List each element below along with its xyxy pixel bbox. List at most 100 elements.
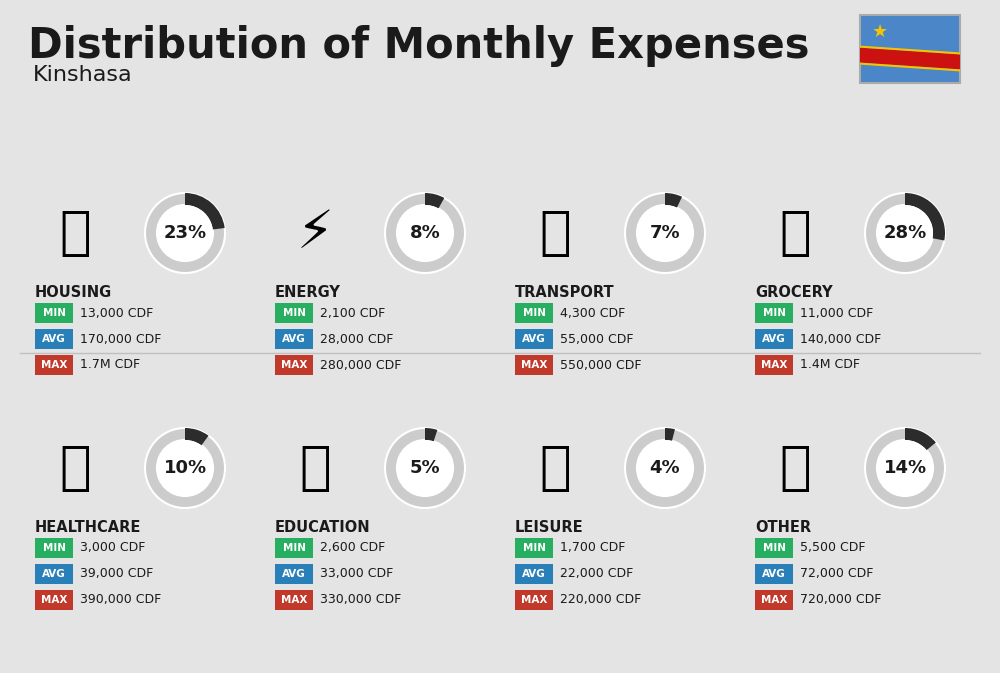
Wedge shape: [185, 428, 209, 446]
Text: GROCERY: GROCERY: [755, 285, 833, 300]
Circle shape: [637, 205, 693, 261]
Wedge shape: [865, 428, 945, 508]
Text: MIN: MIN: [283, 543, 306, 553]
Text: MIN: MIN: [283, 308, 306, 318]
Text: AVG: AVG: [282, 569, 306, 579]
Wedge shape: [425, 428, 437, 441]
Text: MAX: MAX: [521, 595, 547, 605]
Wedge shape: [625, 193, 705, 273]
Text: LEISURE: LEISURE: [515, 520, 584, 535]
FancyBboxPatch shape: [755, 303, 793, 323]
Text: 170,000 CDF: 170,000 CDF: [80, 332, 161, 345]
Text: 2,600 CDF: 2,600 CDF: [320, 542, 385, 555]
Text: MIN: MIN: [522, 543, 546, 553]
Text: AVG: AVG: [282, 334, 306, 344]
Wedge shape: [385, 428, 465, 508]
Wedge shape: [185, 193, 225, 229]
Text: Distribution of Monthly Expenses: Distribution of Monthly Expenses: [28, 25, 810, 67]
Text: Kinshasa: Kinshasa: [33, 65, 133, 85]
Text: 💰: 💰: [779, 442, 811, 494]
Text: ENERGY: ENERGY: [275, 285, 341, 300]
Text: MAX: MAX: [761, 595, 787, 605]
FancyBboxPatch shape: [515, 329, 553, 349]
Polygon shape: [420, 0, 780, 673]
Circle shape: [157, 440, 213, 496]
FancyBboxPatch shape: [515, 355, 553, 375]
Circle shape: [637, 440, 693, 496]
Circle shape: [877, 205, 933, 261]
FancyBboxPatch shape: [275, 303, 313, 323]
Text: ⚡: ⚡: [296, 207, 334, 259]
Text: ★: ★: [872, 23, 888, 41]
Text: 28,000 CDF: 28,000 CDF: [320, 332, 393, 345]
FancyBboxPatch shape: [755, 538, 793, 558]
Text: OTHER: OTHER: [755, 520, 811, 535]
Wedge shape: [865, 193, 945, 273]
Polygon shape: [30, 0, 390, 673]
Text: 4,300 CDF: 4,300 CDF: [560, 306, 625, 320]
Circle shape: [157, 205, 213, 261]
Polygon shape: [860, 63, 960, 71]
Text: 10%: 10%: [163, 459, 207, 477]
Text: AVG: AVG: [42, 569, 66, 579]
Text: 2,100 CDF: 2,100 CDF: [320, 306, 385, 320]
Text: 55,000 CDF: 55,000 CDF: [560, 332, 634, 345]
Text: AVG: AVG: [762, 569, 786, 579]
FancyBboxPatch shape: [515, 590, 553, 610]
Text: MAX: MAX: [761, 360, 787, 370]
Text: 390,000 CDF: 390,000 CDF: [80, 594, 161, 606]
Circle shape: [397, 205, 453, 261]
Wedge shape: [905, 428, 936, 450]
Text: AVG: AVG: [762, 334, 786, 344]
Text: 11,000 CDF: 11,000 CDF: [800, 306, 873, 320]
Text: EDUCATION: EDUCATION: [275, 520, 371, 535]
FancyBboxPatch shape: [755, 564, 793, 584]
Polygon shape: [0, 0, 130, 673]
FancyBboxPatch shape: [275, 329, 313, 349]
Wedge shape: [625, 428, 705, 508]
Text: 🎓: 🎓: [299, 442, 331, 494]
Text: 🛍: 🛍: [539, 442, 571, 494]
FancyBboxPatch shape: [275, 564, 313, 584]
Text: MAX: MAX: [41, 595, 67, 605]
Text: 🚌: 🚌: [539, 207, 571, 259]
Text: TRANSPORT: TRANSPORT: [515, 285, 615, 300]
FancyBboxPatch shape: [35, 564, 73, 584]
Text: 22,000 CDF: 22,000 CDF: [560, 567, 633, 581]
Text: MIN: MIN: [763, 308, 786, 318]
Text: 720,000 CDF: 720,000 CDF: [800, 594, 881, 606]
Text: MIN: MIN: [763, 543, 786, 553]
Polygon shape: [940, 0, 1000, 673]
Polygon shape: [810, 0, 1000, 673]
Wedge shape: [905, 193, 945, 240]
Wedge shape: [145, 193, 225, 273]
Text: 5,500 CDF: 5,500 CDF: [800, 542, 866, 555]
Text: 39,000 CDF: 39,000 CDF: [80, 567, 153, 581]
Text: MIN: MIN: [42, 308, 66, 318]
Text: 330,000 CDF: 330,000 CDF: [320, 594, 401, 606]
Wedge shape: [425, 193, 444, 209]
Text: 🛒: 🛒: [779, 207, 811, 259]
Text: 14%: 14%: [883, 459, 927, 477]
FancyBboxPatch shape: [755, 355, 793, 375]
Text: 72,000 CDF: 72,000 CDF: [800, 567, 873, 581]
Text: AVG: AVG: [42, 334, 66, 344]
Text: 23%: 23%: [163, 224, 207, 242]
Wedge shape: [665, 428, 675, 441]
Text: AVG: AVG: [522, 334, 546, 344]
Polygon shape: [860, 48, 960, 69]
FancyBboxPatch shape: [860, 15, 960, 83]
Text: 220,000 CDF: 220,000 CDF: [560, 594, 641, 606]
Text: AVG: AVG: [522, 569, 546, 579]
Text: 3,000 CDF: 3,000 CDF: [80, 542, 145, 555]
Text: MAX: MAX: [281, 595, 307, 605]
FancyBboxPatch shape: [35, 590, 73, 610]
FancyBboxPatch shape: [275, 590, 313, 610]
FancyBboxPatch shape: [755, 329, 793, 349]
FancyBboxPatch shape: [35, 538, 73, 558]
Text: 8%: 8%: [410, 224, 440, 242]
Polygon shape: [550, 0, 910, 673]
FancyBboxPatch shape: [515, 303, 553, 323]
Polygon shape: [680, 0, 1000, 673]
FancyBboxPatch shape: [275, 355, 313, 375]
